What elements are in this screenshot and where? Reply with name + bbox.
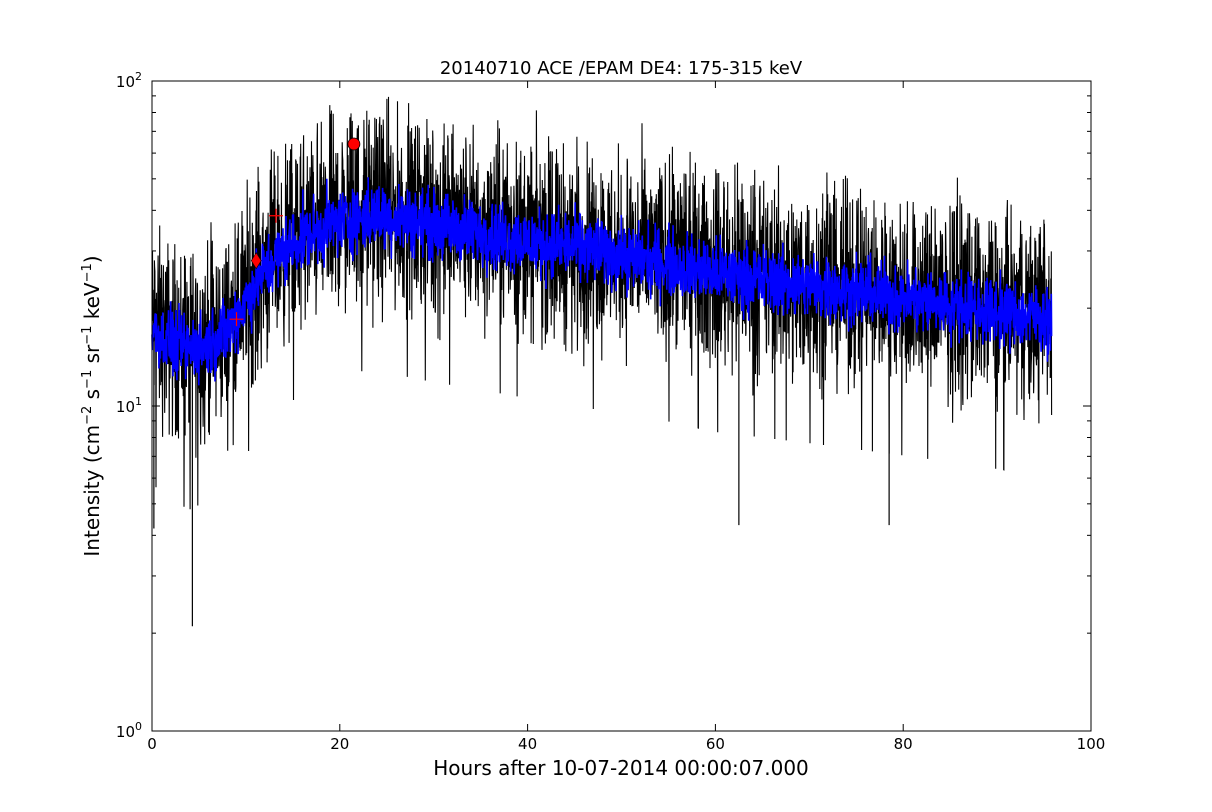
- y-tick-label: 100: [116, 720, 142, 741]
- marker-layer: [229, 137, 361, 327]
- x-tick-label: 0: [147, 735, 157, 753]
- y-tick-label: 101: [116, 395, 142, 416]
- chart-title: 20140710 ACE /EPAM DE4: 175-315 keV: [440, 58, 803, 79]
- y-axis-label: Intensity (cm−2 s−1 sr−1 keV−1): [80, 255, 104, 556]
- y-tick-label: 102: [116, 70, 142, 91]
- x-tick-label: 40: [518, 735, 537, 753]
- series-layer: [151, 96, 1053, 627]
- plot-area: [151, 96, 1053, 627]
- x-tick-label: 80: [894, 735, 913, 753]
- marker-circle: [347, 137, 361, 151]
- marker-plus: [229, 312, 244, 327]
- y-axis: 100 101 102: [116, 70, 1091, 741]
- x-axis-label: Hours after 10-07-2014 00:00:07.000: [433, 756, 809, 780]
- x-axis: 0 20 40 60 80 100: [147, 81, 1105, 753]
- marker-diamond: [250, 252, 262, 270]
- marker-plus: [268, 208, 283, 223]
- x-tick-label: 100: [1077, 735, 1106, 753]
- series-smoothed-line: [151, 177, 1053, 386]
- x-tick-label: 60: [706, 735, 725, 753]
- x-tick-label: 20: [330, 735, 349, 753]
